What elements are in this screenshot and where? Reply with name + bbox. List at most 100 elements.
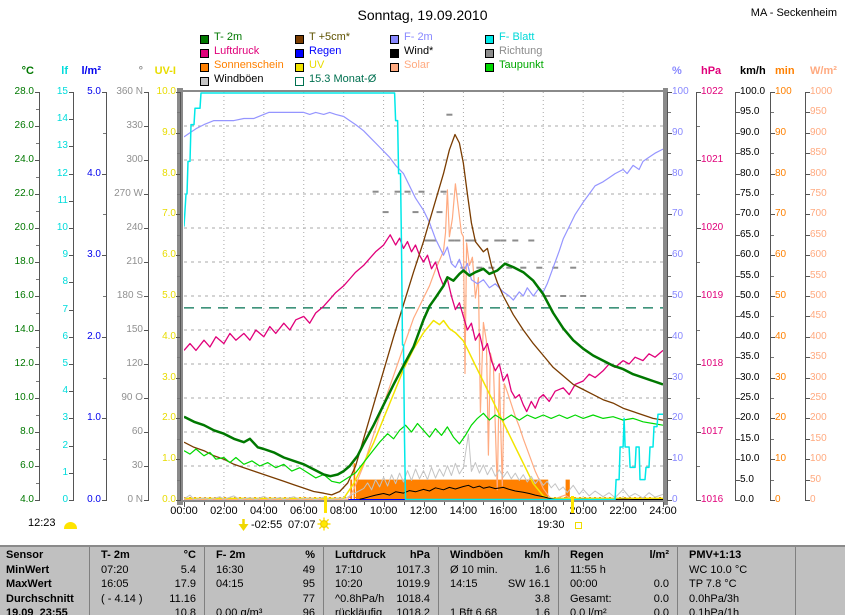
axis-tick-label: 2 xyxy=(62,439,68,451)
axis-tick-label: 55.0 xyxy=(740,269,760,281)
table-cell-value: 3.8 xyxy=(534,592,550,605)
axis-minor-tick xyxy=(697,330,700,331)
axis-unit-label: hPa xyxy=(701,65,722,77)
legend-item-15-3-monat-[interactable]: 15.3 Monat-Ø xyxy=(295,73,376,91)
axis-tick xyxy=(806,500,810,501)
wind-direction-mark xyxy=(436,211,443,214)
axis-tick xyxy=(806,438,810,440)
axis-tick xyxy=(736,112,740,114)
x-axis-tick xyxy=(463,502,465,507)
x-axis-tick xyxy=(283,502,285,505)
axis-tick xyxy=(144,466,148,467)
axis-tick xyxy=(69,309,73,311)
wind-direction-mark xyxy=(448,239,455,242)
legend-item-windb-en[interactable]: Windböen xyxy=(200,73,264,91)
axis-tick-label: 40 xyxy=(672,330,684,342)
axis-tick xyxy=(806,112,810,114)
axis-tick xyxy=(697,228,701,229)
axis-tick-label: 30 xyxy=(672,371,684,383)
axis-line xyxy=(735,92,736,501)
axis-tick-label: 15.0 xyxy=(740,432,760,444)
axis-minor-tick xyxy=(36,143,39,144)
legend-item-t-5cm-[interactable]: T +5cm* xyxy=(295,31,350,49)
axis-tick-label: 30 xyxy=(775,371,787,383)
legend-item-solar[interactable]: Solar xyxy=(390,59,430,77)
legend-item-label: Solar xyxy=(404,59,430,71)
sunset-axis-tick xyxy=(571,496,574,513)
axis-tick-label: 14 xyxy=(56,113,68,125)
axis-tick-label: 20 xyxy=(775,412,787,424)
legend-item-taupunkt[interactable]: Taupunkt xyxy=(485,59,544,77)
axis-tick-label: 0 xyxy=(672,494,678,505)
legend-item-sonnenschein[interactable]: Sonnenschein xyxy=(200,59,284,77)
axis-tick-label: 500 xyxy=(810,290,827,301)
table-cell-desc: 0.1hPa/1h xyxy=(689,607,740,615)
legend-item-luftdruck[interactable]: Luftdruck xyxy=(200,45,259,63)
table-cell-desc: TP 7.8 °C xyxy=(689,578,737,590)
axis-tick xyxy=(35,398,39,399)
axis-tick xyxy=(144,398,148,399)
axis-minor-tick xyxy=(103,296,106,297)
axis-tick-label: 3.0 xyxy=(87,249,101,261)
axis-tick-label: 240 xyxy=(126,222,143,233)
x-axis-tick xyxy=(423,502,425,507)
axis-minor-tick xyxy=(668,479,671,481)
axis-tick xyxy=(668,500,672,501)
axis-minor-tick xyxy=(36,245,39,246)
axis-tick xyxy=(771,255,775,257)
axis-tick-label: 0 xyxy=(775,494,781,505)
axis-tick xyxy=(35,364,39,365)
legend-color-box-icon xyxy=(485,35,494,44)
legend-item-uv[interactable]: UV xyxy=(295,59,324,77)
wind-direction-mark xyxy=(394,190,401,193)
axis-minor-tick xyxy=(697,398,700,399)
axis-tick xyxy=(176,418,180,420)
axis-minor-tick xyxy=(36,109,39,110)
legend-item-t-2m[interactable]: T- 2m xyxy=(200,31,242,49)
axis-tick-label: 24.0 xyxy=(14,154,34,165)
axis-tick xyxy=(736,336,740,338)
legend-item-regen[interactable]: Regen xyxy=(295,45,341,63)
axis-tick xyxy=(806,194,810,195)
table-cell-value: 49 xyxy=(302,563,315,576)
axis-tick-label: 6.0 xyxy=(20,460,34,471)
axis-tick-label: 8.0 xyxy=(20,426,34,437)
axis-tick-label: 70 xyxy=(672,208,684,220)
axis-minor-tick xyxy=(697,466,700,467)
x-axis-label: 12:00 xyxy=(409,505,438,517)
sunset-square-icon xyxy=(575,522,582,529)
legend-item-label: T +5cm* xyxy=(309,31,351,43)
legend-item-richtung[interactable]: Richtung xyxy=(485,45,542,63)
axis-tick xyxy=(736,214,740,216)
x-axis-tick xyxy=(303,502,305,507)
axis-tick xyxy=(771,418,775,420)
axis-tick xyxy=(668,336,672,338)
axis-tick-label: 0 N xyxy=(127,494,143,505)
axis-tick xyxy=(736,296,740,297)
legend-item-label: Wind* xyxy=(404,45,434,57)
axis-tick xyxy=(668,377,672,379)
axis-minor-tick xyxy=(697,126,700,127)
axis-tick xyxy=(736,418,740,420)
wind-direction-mark xyxy=(404,190,411,193)
axis-tick xyxy=(144,330,148,331)
axis-minor-tick xyxy=(771,316,774,318)
legend-item-wind-[interactable]: Wind* xyxy=(390,45,433,63)
axis-minor-tick xyxy=(771,112,774,114)
axis-tick xyxy=(69,119,73,121)
legend-item-label: F- 2m xyxy=(404,31,433,43)
wind-direction-mark xyxy=(536,266,543,269)
axis-tick xyxy=(668,173,672,175)
axis-minor-tick xyxy=(36,415,39,416)
axis-tick xyxy=(736,153,740,155)
table-column-header: Regen xyxy=(570,549,604,561)
legend-item-f-2m[interactable]: F- 2m xyxy=(390,31,433,49)
legend-item-f-blatt[interactable]: F- Blatt xyxy=(485,31,534,49)
axis-tick-label: 3.0 xyxy=(162,371,176,383)
axis-minor-tick xyxy=(177,357,180,359)
series-f-blatt xyxy=(184,92,663,501)
legend-color-box-icon xyxy=(390,63,399,72)
axis-tick-label: 900 xyxy=(810,126,827,138)
axis-tick xyxy=(102,500,106,501)
axis-tick xyxy=(697,160,701,161)
